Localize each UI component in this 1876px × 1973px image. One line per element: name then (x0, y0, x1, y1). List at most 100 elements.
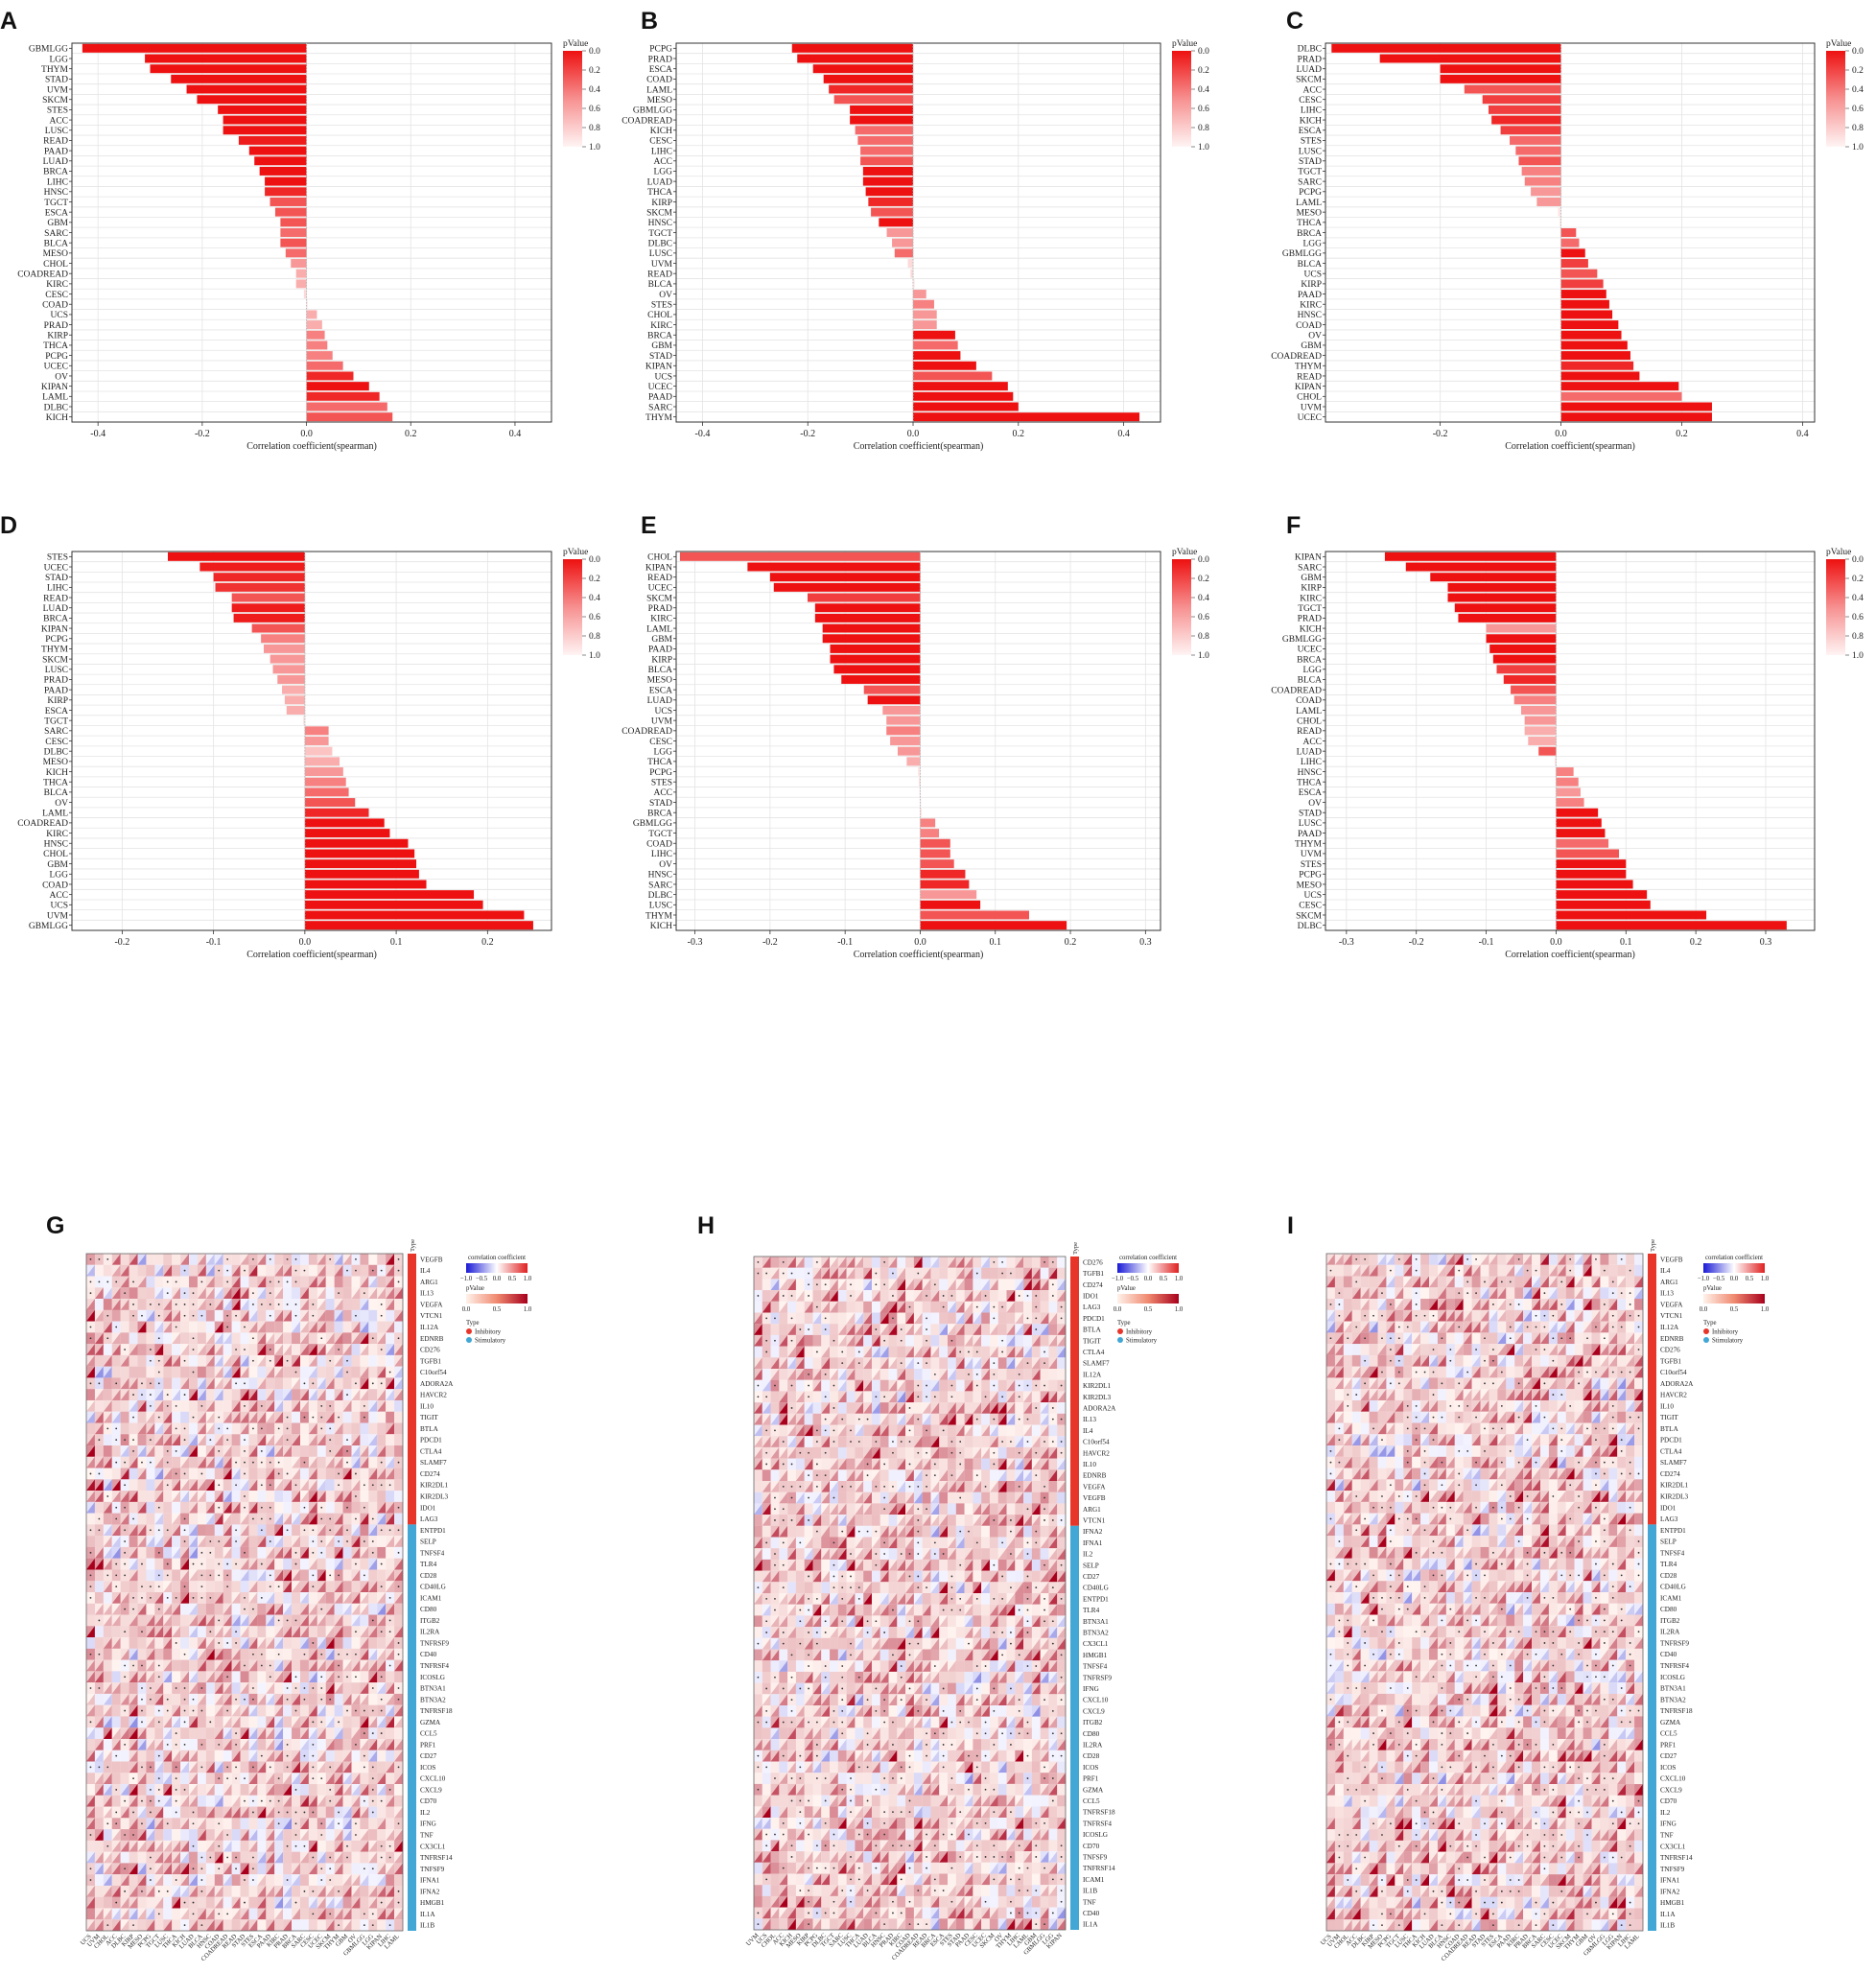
heatmap-dot (329, 1257, 332, 1260)
heatmap-triangle (94, 1603, 104, 1615)
heatmap-triangle (172, 1524, 181, 1537)
heatmap-triangle (317, 1592, 326, 1604)
heatmap-triangle (248, 1637, 258, 1649)
category-label: COAD (42, 881, 68, 890)
heatmap-cell (103, 1829, 112, 1841)
heatmap-triangle (172, 1851, 181, 1864)
heatmap-cell (146, 1287, 155, 1300)
heatmap-triangle (240, 1863, 249, 1875)
heatmap-triangle (214, 1321, 223, 1333)
heatmap-dot (294, 1304, 297, 1305)
heatmap-triangle (292, 1773, 300, 1785)
heatmap-cell (342, 1332, 352, 1345)
heatmap-dot (200, 1472, 203, 1475)
heatmap-dot (346, 1529, 348, 1532)
category-label: BRCA (647, 810, 672, 819)
heatmap-triangle (146, 1648, 155, 1660)
heatmap-dot (329, 1359, 332, 1362)
bar (913, 310, 937, 319)
heatmap-cell (189, 1513, 199, 1525)
heatmap-dot (346, 1540, 348, 1542)
x-axis-label: Correlation coefficient(spearman) (854, 441, 984, 452)
heatmap-cell (129, 1536, 138, 1548)
heatmap-cell (197, 1671, 206, 1683)
category-label: BLCA (44, 788, 68, 798)
heatmap-cell (240, 1851, 249, 1864)
heatmap-dot (338, 1484, 340, 1487)
heatmap-dot (286, 1439, 289, 1442)
heatmap-triangle (248, 1840, 258, 1852)
heatmap-triangle (146, 1637, 155, 1649)
bar (270, 197, 307, 206)
heatmap-cell (172, 1614, 181, 1627)
heatmap-cell (266, 1648, 275, 1660)
heatmap-triangle (111, 1885, 121, 1897)
heatmap-triangle (103, 1614, 112, 1627)
heatmap-cell (189, 1276, 199, 1288)
heatmap-triangle (86, 1501, 95, 1514)
heatmap-triangle (292, 1874, 300, 1886)
category-label: PCPG (45, 352, 68, 362)
heatmap-cell (94, 1840, 104, 1852)
heatmap-cell (368, 1874, 378, 1887)
heatmap-triangle (214, 1885, 223, 1897)
heatmap-triangle (214, 1344, 223, 1355)
heatmap-dot (226, 1642, 229, 1644)
heatmap-triangle (172, 1287, 181, 1300)
category-label: LGG (653, 168, 672, 177)
heatmap-triangle (274, 1896, 284, 1909)
heatmap-dot (226, 1269, 229, 1272)
heatmap-cell (120, 1750, 129, 1762)
heatmap-cell (189, 1399, 199, 1412)
heatmap-triangle (223, 1377, 232, 1390)
category-label: STAD (1299, 157, 1322, 167)
heatmap-triangle (351, 1795, 361, 1807)
heatmap-triangle (257, 1727, 267, 1739)
category-label: UCS (51, 311, 68, 320)
heatmap-triangle (86, 1299, 95, 1310)
bar (1500, 126, 1561, 135)
heatmap-cell (342, 1422, 352, 1435)
heatmap-cell (120, 1637, 129, 1649)
heatmap-triangle (240, 1569, 249, 1582)
bar (913, 320, 937, 330)
heatmap-cell (240, 1750, 249, 1762)
bar (306, 330, 325, 340)
bar (231, 593, 305, 602)
heatmap-cell (386, 1671, 395, 1683)
heatmap-cell (129, 1354, 138, 1367)
heatmap-triangle (240, 1299, 249, 1310)
panel-letter-f: F (1286, 512, 1301, 539)
heatmap-dot (286, 1879, 289, 1881)
category-label: BLCA (648, 666, 672, 675)
x-tick-label: 0.4 (1117, 429, 1130, 439)
heatmap-dot (269, 1766, 271, 1769)
bar (304, 921, 533, 930)
heatmap-dot (329, 1427, 332, 1430)
heatmap-triangle (103, 1727, 112, 1739)
heatmap-triangle (189, 1434, 198, 1446)
heatmap-dot (98, 1766, 101, 1769)
heatmap-triangle (111, 1287, 121, 1300)
heatmap-cell (368, 1344, 378, 1355)
heatmap-dot (329, 1517, 332, 1520)
heatmap-dot (141, 1799, 143, 1802)
bar (1560, 299, 1609, 309)
heatmap-triangle (317, 1524, 326, 1537)
category-label: GBM (47, 860, 68, 870)
heatmap-dot (226, 1574, 229, 1577)
heatmap-cell (137, 1479, 147, 1491)
heatmap-triangle (197, 1693, 206, 1705)
heatmap-cell (386, 1332, 395, 1345)
heatmap-triangle (189, 1885, 198, 1897)
heatmap-triangle (283, 1513, 293, 1525)
heatmap-row-label: IL1A (420, 1911, 435, 1918)
heatmap-cell (205, 1738, 215, 1750)
heatmap-cell (292, 1659, 301, 1672)
bar (82, 43, 307, 53)
heatmap-cell (223, 1344, 232, 1355)
heatmap-triangle (386, 1264, 395, 1277)
heatmap-dot (124, 1551, 127, 1554)
heatmap-cell (94, 1704, 104, 1717)
heatmap-dot (235, 1856, 237, 1859)
